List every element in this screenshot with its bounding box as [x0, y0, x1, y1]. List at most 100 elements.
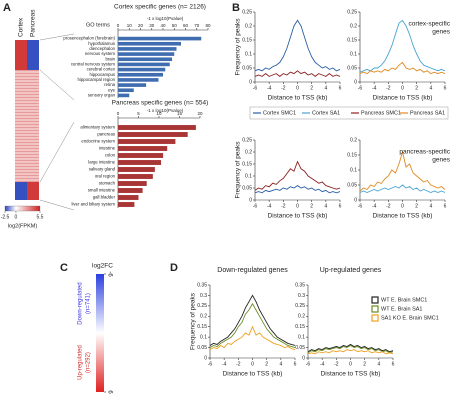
annotation: cortex-specific — [408, 21, 450, 28]
x-tick-label: 0 — [401, 203, 404, 209]
x-tick-label: -2 — [281, 203, 286, 209]
x-tick-label: -6 — [253, 203, 258, 209]
colorbar-title: log2FC — [92, 263, 113, 270]
y-tick-label: 0 — [249, 79, 252, 85]
chart-title: Up-regulated genes — [320, 267, 382, 274]
y-axis-label: GO terms — [86, 22, 110, 28]
legend-label: Cortex SMC1 — [263, 110, 296, 116]
category-label: hippocampal region — [77, 77, 115, 82]
x-tick-label: 0 — [251, 361, 254, 367]
y-tick-label: 0.15 — [295, 324, 305, 330]
x-tick-label: 5 — [137, 111, 140, 116]
annotation: genes — [432, 29, 450, 36]
heatmap-block — [27, 182, 39, 200]
bar — [118, 181, 147, 186]
y-tick-label: 0.1 — [245, 173, 252, 179]
x-tick-label: 2 — [363, 361, 366, 367]
y-tick-label: 0.1 — [298, 334, 305, 340]
series-line — [359, 150, 446, 192]
colorbar-tick-label: 6 — [106, 390, 112, 394]
x-tick-label: 10 — [127, 23, 133, 28]
heatmap-block — [27, 40, 39, 70]
bar — [118, 67, 166, 72]
y-tick-label: 0.25 — [242, 9, 252, 15]
bar — [118, 188, 143, 193]
x-tick-label: 2 — [415, 203, 418, 209]
y-axis-label: Frequency of peaks — [190, 292, 197, 350]
category-label: alimentary system — [80, 125, 115, 130]
colorbar-tick-label: 5.5 — [37, 214, 44, 220]
x-tick-label: -4 — [372, 203, 377, 209]
x-tick-label: 70 — [194, 23, 200, 28]
panel-letter: C — [60, 262, 68, 274]
y-tick-label: 0.2 — [245, 23, 252, 29]
column-label: Cortex — [18, 17, 25, 37]
series-line — [254, 70, 341, 77]
bar — [118, 132, 188, 137]
chart-title: Down-regulated genes — [217, 267, 288, 274]
x-tick-label: 6 — [444, 85, 447, 91]
category-label: retina — [104, 82, 115, 87]
bar — [118, 125, 196, 130]
column-label: Pancreas — [30, 9, 37, 37]
y-tick-label: 0 — [354, 197, 357, 203]
x-axis-label: Distance to TSS (kb) — [268, 95, 328, 102]
y-tick-label: 0.2 — [298, 314, 305, 320]
bar — [118, 93, 130, 98]
y-tick-label: 0.2 — [350, 137, 357, 143]
y-tick-label: 0.35 — [295, 282, 305, 288]
y-tick-label: 0.05 — [242, 185, 252, 191]
category-label: brain — [105, 56, 115, 61]
connectors — [39, 33, 75, 211]
y-tick-label: 0.05 — [242, 65, 252, 71]
x-axis-label: -1 x log10(Pvalue) — [147, 16, 184, 21]
x-tick-label: 0 — [117, 23, 120, 28]
colorbar — [96, 274, 104, 392]
x-axis-label: Distance to TSS (kb) — [373, 95, 433, 102]
x-tick-label: 6 — [294, 361, 297, 367]
category-label: stomach — [99, 181, 116, 186]
x-tick-label: 50 — [172, 23, 178, 28]
bar — [118, 160, 162, 165]
series-line — [209, 325, 296, 351]
category-label: large intestine — [88, 160, 115, 165]
legend-swatch — [371, 305, 379, 313]
x-tick-label: 0 — [296, 203, 299, 209]
x-tick-label: 40 — [160, 23, 166, 28]
series-line — [307, 343, 394, 353]
x-tick-label: -4 — [222, 361, 227, 367]
group-label: Up-regulated — [78, 345, 84, 380]
x-tick-label: 0 — [349, 361, 352, 367]
x-tick-label: -6 — [358, 203, 363, 209]
category-label: hypothalamus — [88, 41, 115, 46]
bar — [118, 174, 153, 179]
x-tick-label: 6 — [339, 85, 342, 91]
category-label: liver and biliary system — [72, 202, 116, 207]
category-label: salivary gland — [89, 167, 116, 172]
bar — [118, 47, 177, 51]
category-label: diencephalon — [89, 46, 115, 51]
y-tick-label: 0.25 — [242, 137, 252, 143]
x-axis-label: Distance to TSS (kb) — [268, 213, 328, 220]
x-tick-label: 20 — [197, 111, 203, 116]
bar — [118, 41, 181, 46]
legend-label: WT E. Brain SMC1 — [381, 297, 427, 303]
category-label: endocrine system — [81, 139, 115, 144]
legend-swatch — [371, 296, 379, 304]
bar — [118, 146, 168, 151]
x-tick-label: 30 — [149, 23, 155, 28]
bar — [118, 72, 163, 77]
x-tick-label: -2 — [281, 85, 286, 91]
series-line — [254, 19, 341, 72]
y-tick-label: 0.15 — [242, 37, 252, 43]
connector — [39, 33, 75, 101]
x-tick-label: 0 — [401, 85, 404, 91]
x-tick-label: 6 — [444, 203, 447, 209]
colorbar-tick-label: -6 — [106, 271, 112, 277]
category-label: prosencephalon (forebrain) — [63, 36, 115, 41]
y-tick-label: 0.25 — [347, 9, 357, 15]
x-tick-label: -6 — [253, 85, 258, 91]
x-tick-label: 0 — [117, 111, 120, 116]
y-tick-label: 0.15 — [347, 152, 357, 158]
y-tick-label: 0.2 — [245, 149, 252, 155]
